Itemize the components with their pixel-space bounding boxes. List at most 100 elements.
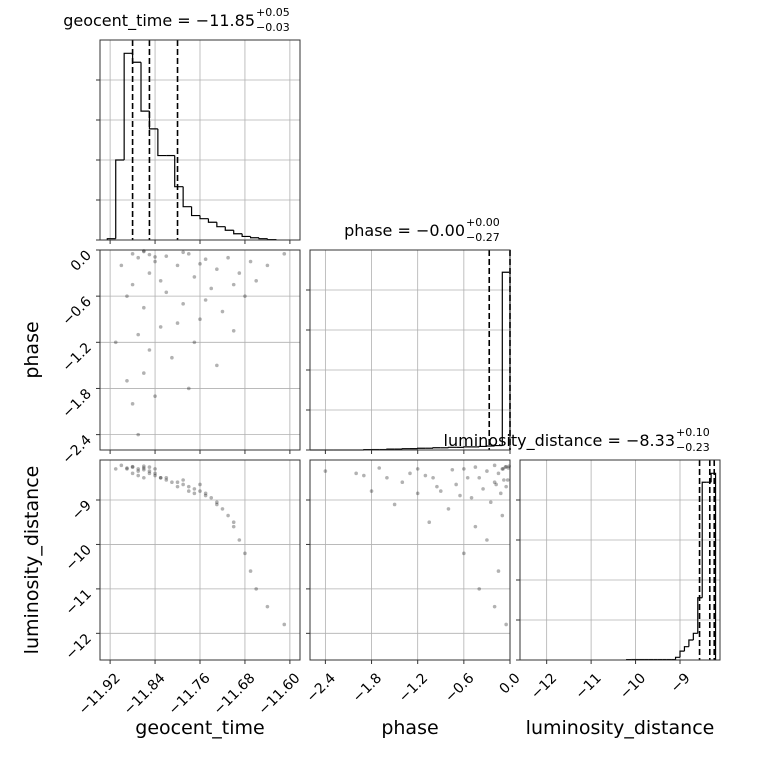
sample-point [159,279,163,283]
sample-point [176,480,180,484]
sample-point [416,492,420,496]
sample-point [187,252,191,256]
sample-point [187,489,191,493]
sample-point [221,507,225,511]
sample-point [215,503,219,507]
sample-point [485,538,489,542]
title-lower: −0.27 [466,231,500,244]
x-axis-label: luminosity_distance [526,717,715,739]
sample-point [181,483,185,487]
sample-point [254,279,258,283]
sample-point [501,467,505,471]
sample-point [136,256,140,260]
sample-point [187,387,191,391]
sample-point [193,492,197,496]
sample-point [193,487,197,491]
sample-point [226,256,230,260]
sample-point [416,467,420,471]
sample-point [266,605,270,609]
sample-point [181,302,185,306]
sample-point [238,538,242,542]
sample-point [131,283,135,287]
sample-point [232,329,236,333]
sample-point [221,310,225,314]
sample-point [176,485,180,489]
sample-point [494,483,498,487]
sample-point [493,464,497,468]
sample-point [431,476,435,480]
sample-point [209,496,213,500]
sample-point [370,489,374,493]
sample-point [393,503,397,507]
sample-point [481,487,485,491]
sample-point [136,469,140,473]
sample-point [238,271,242,275]
sample-point [142,371,146,375]
sample-point [462,467,466,471]
sample-point [504,623,508,627]
sample-point [142,306,146,310]
sample-point [485,469,489,473]
sample-point [148,253,152,257]
sample-point [114,467,118,471]
sample-point [282,623,286,627]
sample-point [254,587,258,591]
sample-point [424,474,428,478]
sample-point [209,287,213,291]
sample-point [324,469,328,473]
sample-point [114,341,118,345]
sample-point [142,468,146,472]
sample-point [125,466,129,470]
sample-point [142,476,146,480]
sample-point [148,465,152,469]
sample-point [477,587,481,591]
sample-point [159,476,163,480]
sample-point [131,402,135,406]
panel-title: luminosity_distance = −8.33 [444,431,675,451]
sample-point [226,514,230,518]
sample-point [502,478,506,482]
sample-point [125,294,129,298]
sample-point [282,252,286,256]
sample-point [504,485,508,489]
sample-point [153,467,157,471]
sample-point [249,569,253,573]
sample-point [181,478,185,482]
sample-point [466,476,470,480]
sample-point [266,264,270,268]
x-axis-label: phase [381,717,438,739]
sample-point [451,468,455,472]
sample-point [153,260,157,264]
sample-point [385,476,389,480]
y-axis-label: luminosity_distance [21,466,43,655]
sample-point [401,480,405,484]
sample-point [408,472,412,476]
sample-point [243,294,247,298]
sample-point [462,552,466,556]
sample-point [477,476,481,480]
sample-point [198,262,202,266]
sample-point [120,264,124,268]
sample-point [215,267,219,271]
sample-point [148,271,152,275]
sample-point [198,489,202,493]
sample-point [181,251,185,255]
sample-point [204,257,208,261]
sample-point [435,485,439,489]
sample-point [215,364,219,368]
sample-point [176,264,180,268]
sample-point [489,500,493,504]
sample-point [204,298,208,302]
sample-point [474,465,478,469]
sample-point [232,525,236,529]
sample-point [120,464,124,468]
panel-title: phase = −0.00 [344,221,465,240]
sample-point [131,472,135,476]
sample-point [131,465,135,469]
sample-point [170,356,174,360]
sample-point [148,348,152,352]
sample-point [249,260,253,264]
sample-point [176,321,180,325]
